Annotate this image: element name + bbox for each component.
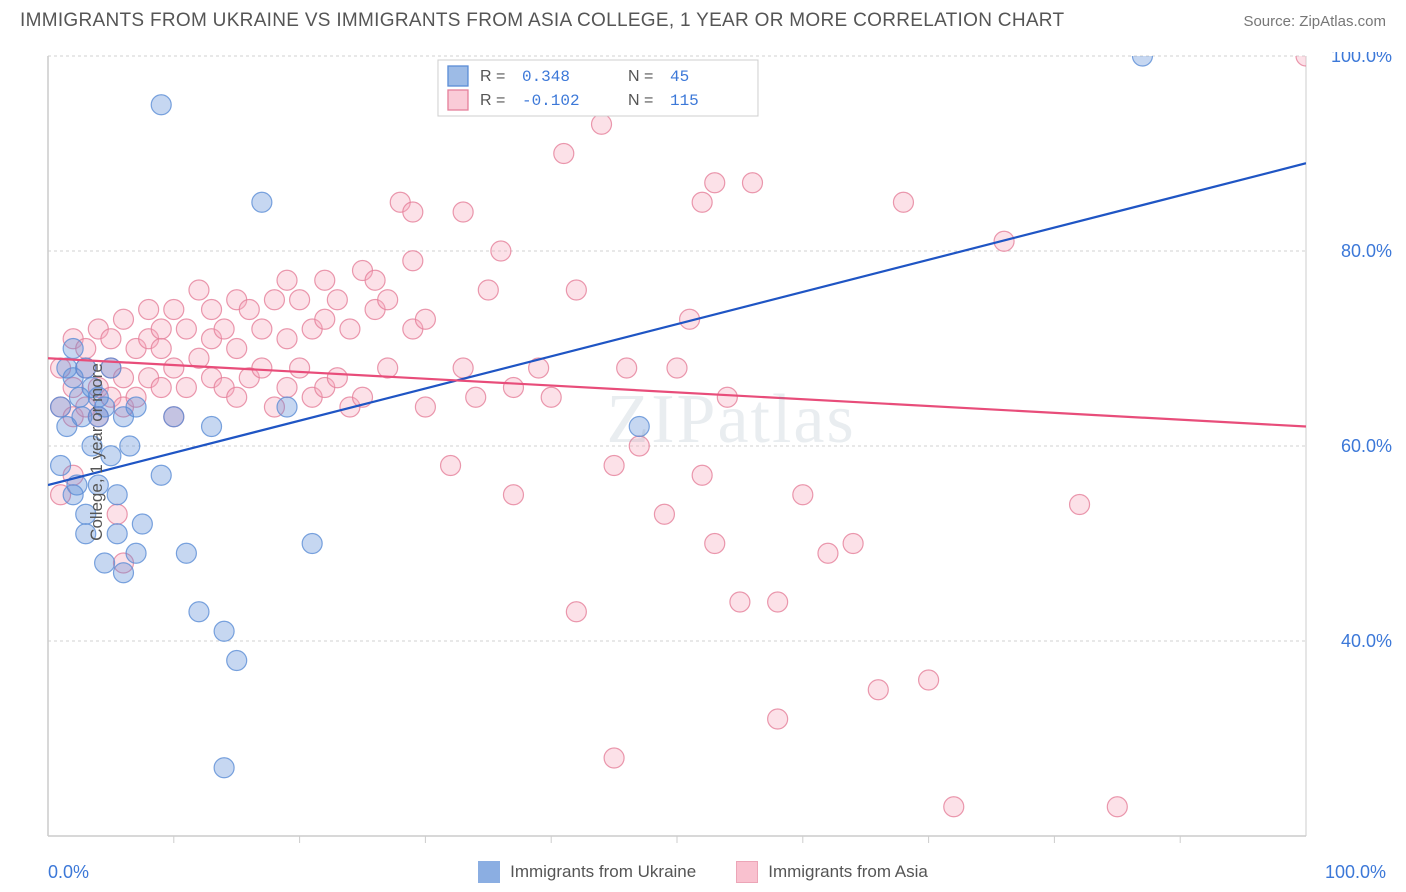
chart-title: IMMIGRANTS FROM UKRAINE VS IMMIGRANTS FR… [20,10,1064,32]
svg-text:60.0%: 60.0% [1341,436,1392,456]
chart-area: College, 1 year or more ZIPatlas 40.0%60… [0,52,1406,852]
legend-item-asia: Immigrants from Asia [736,861,928,883]
svg-text:40.0%: 40.0% [1341,631,1392,651]
legend-swatch-icon [736,861,758,883]
svg-text:-0.102: -0.102 [522,92,580,110]
svg-text:100.0%: 100.0% [1331,52,1392,66]
legend-swatch-icon [478,861,500,883]
svg-text:80.0%: 80.0% [1341,241,1392,261]
legend-label: Immigrants from Asia [768,862,928,882]
legend-item-ukraine: Immigrants from Ukraine [478,861,696,883]
y-axis-label: College, 1 year or more [87,363,107,541]
svg-text:N =: N = [628,68,653,85]
svg-text:115: 115 [670,92,699,110]
svg-text:R =: R = [480,92,505,109]
scatter-plot: 40.0% 60.0% 80.0% 100.0% R = 0.348 N = 45 R = -0.… [0,52,1406,852]
legend-label: Immigrants from Ukraine [510,862,696,882]
x-axis-min-label: 0.0% [48,862,89,883]
bottom-legend: 0.0% Immigrants from Ukraine Immigrants … [0,852,1406,892]
source-attribution: Source: ZipAtlas.com [1243,13,1386,30]
svg-text:R =: R = [480,68,505,85]
svg-text:0.348: 0.348 [522,68,570,86]
svg-text:N =: N = [628,92,653,109]
x-axis-max-label: 100.0% [1325,862,1386,883]
svg-text:45: 45 [670,68,689,86]
